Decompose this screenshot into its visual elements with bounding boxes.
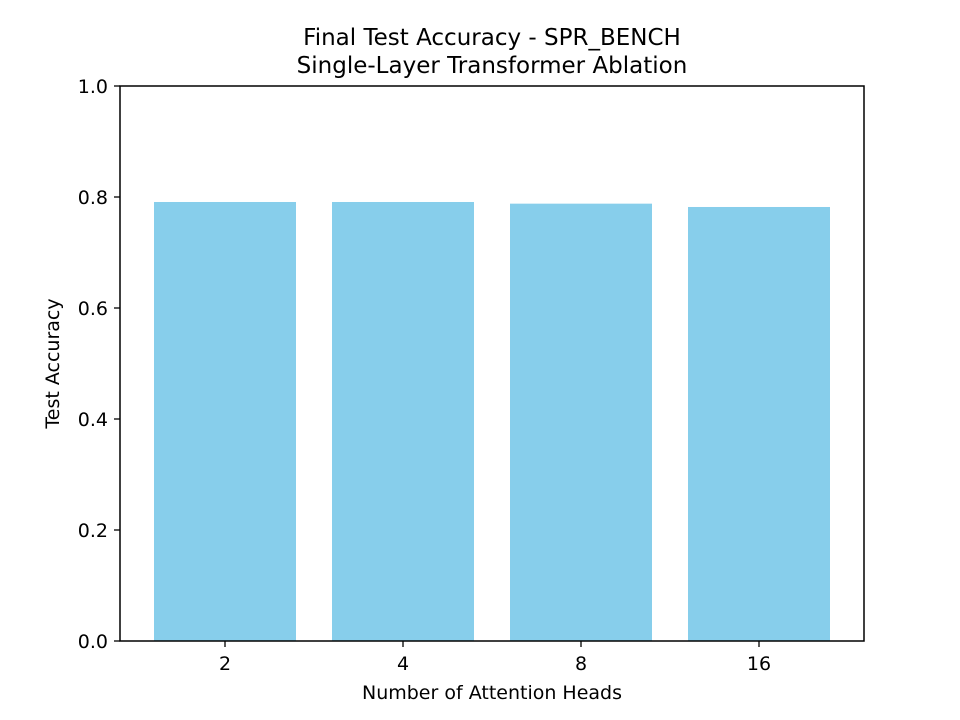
bar-16-heads (688, 206, 830, 642)
y-tick-label: 0.4 (78, 409, 108, 431)
bar-8-heads (510, 203, 652, 641)
plot-frame (119, 85, 865, 642)
bar-4-heads (332, 201, 474, 641)
bar-2-heads (154, 201, 296, 641)
x-tick-label: 8 (575, 653, 587, 675)
x-tick-label: 16 (747, 653, 771, 675)
x-axis-ticks: 2 4 8 16 (219, 641, 771, 675)
x-tick-label: 2 (219, 653, 231, 675)
chart-subtitle: Single-Layer Transformer Ablation (297, 53, 688, 79)
y-tick-label: 0.6 (78, 298, 108, 320)
y-axis-ticks: 0.0 0.2 0.4 0.6 0.8 1.0 (78, 76, 120, 653)
y-axis-label: Test Accuracy (42, 298, 64, 429)
bars-group (154, 201, 830, 642)
chart-title: Final Test Accuracy - SPR_BENCH (303, 25, 681, 51)
y-tick-label: 0.0 (78, 631, 108, 653)
x-tick-label: 4 (397, 653, 409, 675)
y-tick-label: 1.0 (78, 76, 108, 98)
y-tick-label: 0.8 (78, 187, 108, 209)
y-tick-label: 0.2 (78, 520, 108, 542)
x-axis-label: Number of Attention Heads (362, 682, 622, 704)
